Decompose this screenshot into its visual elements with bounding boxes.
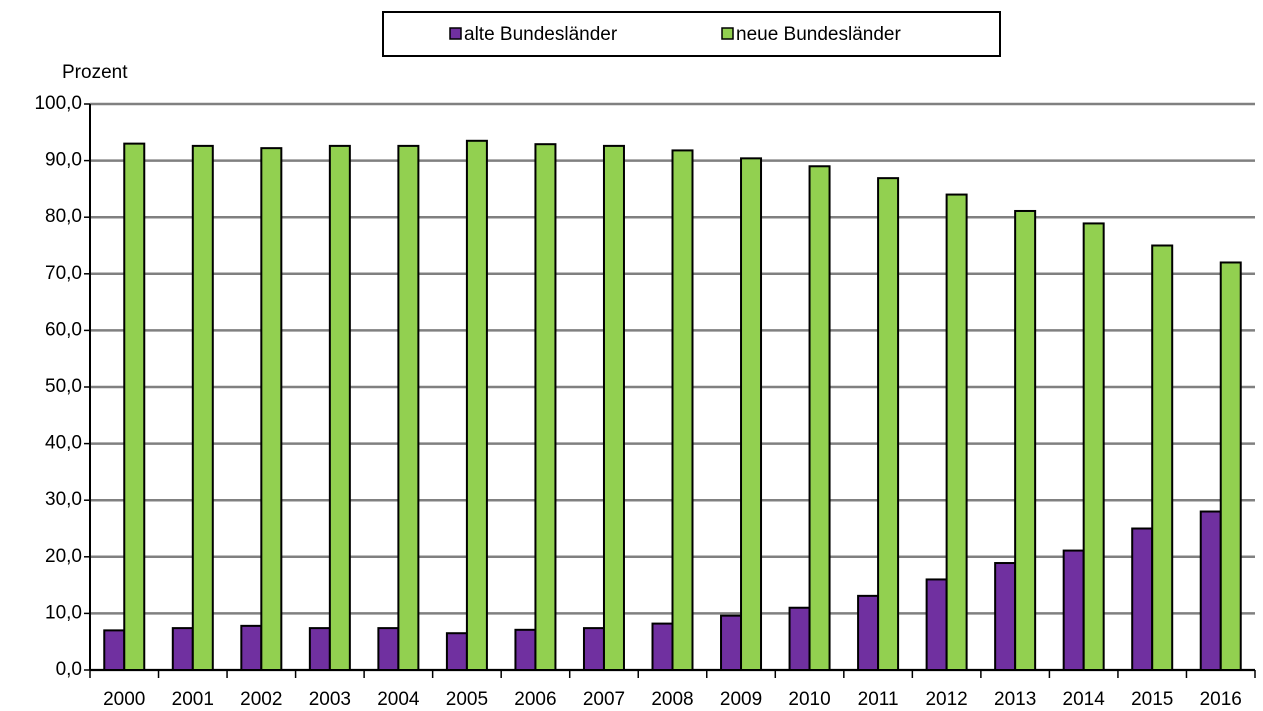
bar bbox=[925, 578, 948, 671]
bar bbox=[945, 193, 968, 671]
bar bbox=[240, 624, 263, 671]
x-tick-label: 2010 bbox=[788, 689, 830, 710]
y-tick-label: 0,0 bbox=[56, 659, 82, 680]
bar bbox=[1151, 244, 1174, 671]
legend-label: neue Bundesländer bbox=[736, 24, 901, 45]
x-tick-label: 2003 bbox=[309, 689, 351, 710]
x-tick-label: 2004 bbox=[377, 689, 420, 710]
y-tick-label: 90,0 bbox=[45, 150, 82, 171]
bar bbox=[740, 157, 763, 671]
bar bbox=[1014, 209, 1037, 671]
y-tick-label: 40,0 bbox=[45, 433, 82, 454]
bar bbox=[720, 614, 743, 671]
bar bbox=[514, 628, 537, 672]
bar bbox=[260, 147, 283, 671]
bar bbox=[1062, 549, 1085, 671]
x-tick-label: 2001 bbox=[172, 689, 214, 710]
bar bbox=[308, 627, 331, 672]
bar bbox=[857, 594, 880, 671]
bar bbox=[1131, 527, 1154, 671]
y-tick-label: 10,0 bbox=[45, 602, 82, 623]
bar bbox=[465, 139, 488, 672]
y-tick-label: 20,0 bbox=[45, 546, 82, 567]
bar bbox=[103, 629, 126, 672]
bar bbox=[582, 627, 605, 672]
bar bbox=[1082, 222, 1105, 671]
bar bbox=[994, 562, 1017, 671]
bar bbox=[534, 143, 557, 672]
bar bbox=[328, 144, 351, 672]
legend-swatch bbox=[721, 27, 734, 40]
bar bbox=[397, 144, 420, 672]
legend-box bbox=[382, 11, 1001, 57]
x-tick-label: 2014 bbox=[1063, 689, 1106, 710]
x-tick-label: 2000 bbox=[103, 689, 145, 710]
legend-label: alte Bundesländer bbox=[464, 24, 618, 45]
y-tick-label: 60,0 bbox=[45, 319, 82, 340]
bar bbox=[171, 627, 194, 672]
y-tick-label: 30,0 bbox=[45, 489, 82, 510]
bar bbox=[877, 177, 900, 671]
x-tick-label: 2016 bbox=[1200, 689, 1242, 710]
bar bbox=[788, 606, 811, 671]
x-tick-label: 2002 bbox=[240, 689, 282, 710]
bar bbox=[671, 149, 694, 672]
bar bbox=[377, 627, 400, 672]
bar bbox=[651, 622, 674, 672]
y-tick-label: 70,0 bbox=[45, 263, 82, 284]
bar bbox=[1199, 510, 1222, 671]
y-tick-label: 80,0 bbox=[45, 206, 82, 227]
x-tick-label: 2012 bbox=[925, 689, 967, 710]
x-tick-label: 2008 bbox=[651, 689, 693, 710]
x-tick-label: 2006 bbox=[514, 689, 556, 710]
y-tick-label: 100,0 bbox=[34, 93, 82, 114]
x-tick-label: 2013 bbox=[994, 689, 1036, 710]
bar bbox=[808, 165, 831, 671]
bar bbox=[191, 144, 214, 672]
y-tick-label: 50,0 bbox=[45, 376, 82, 397]
x-tick-label: 2005 bbox=[446, 689, 488, 710]
x-tick-label: 2011 bbox=[858, 689, 899, 710]
x-tick-label: 2009 bbox=[720, 689, 762, 710]
legend-swatch bbox=[449, 27, 462, 40]
bar bbox=[602, 144, 625, 672]
bar bbox=[445, 632, 468, 672]
bar bbox=[123, 142, 146, 671]
x-tick-label: 2007 bbox=[583, 689, 625, 710]
bar bbox=[1219, 261, 1242, 671]
x-tick-label: 2015 bbox=[1131, 689, 1173, 710]
y-axis-label: Prozent bbox=[62, 62, 128, 83]
